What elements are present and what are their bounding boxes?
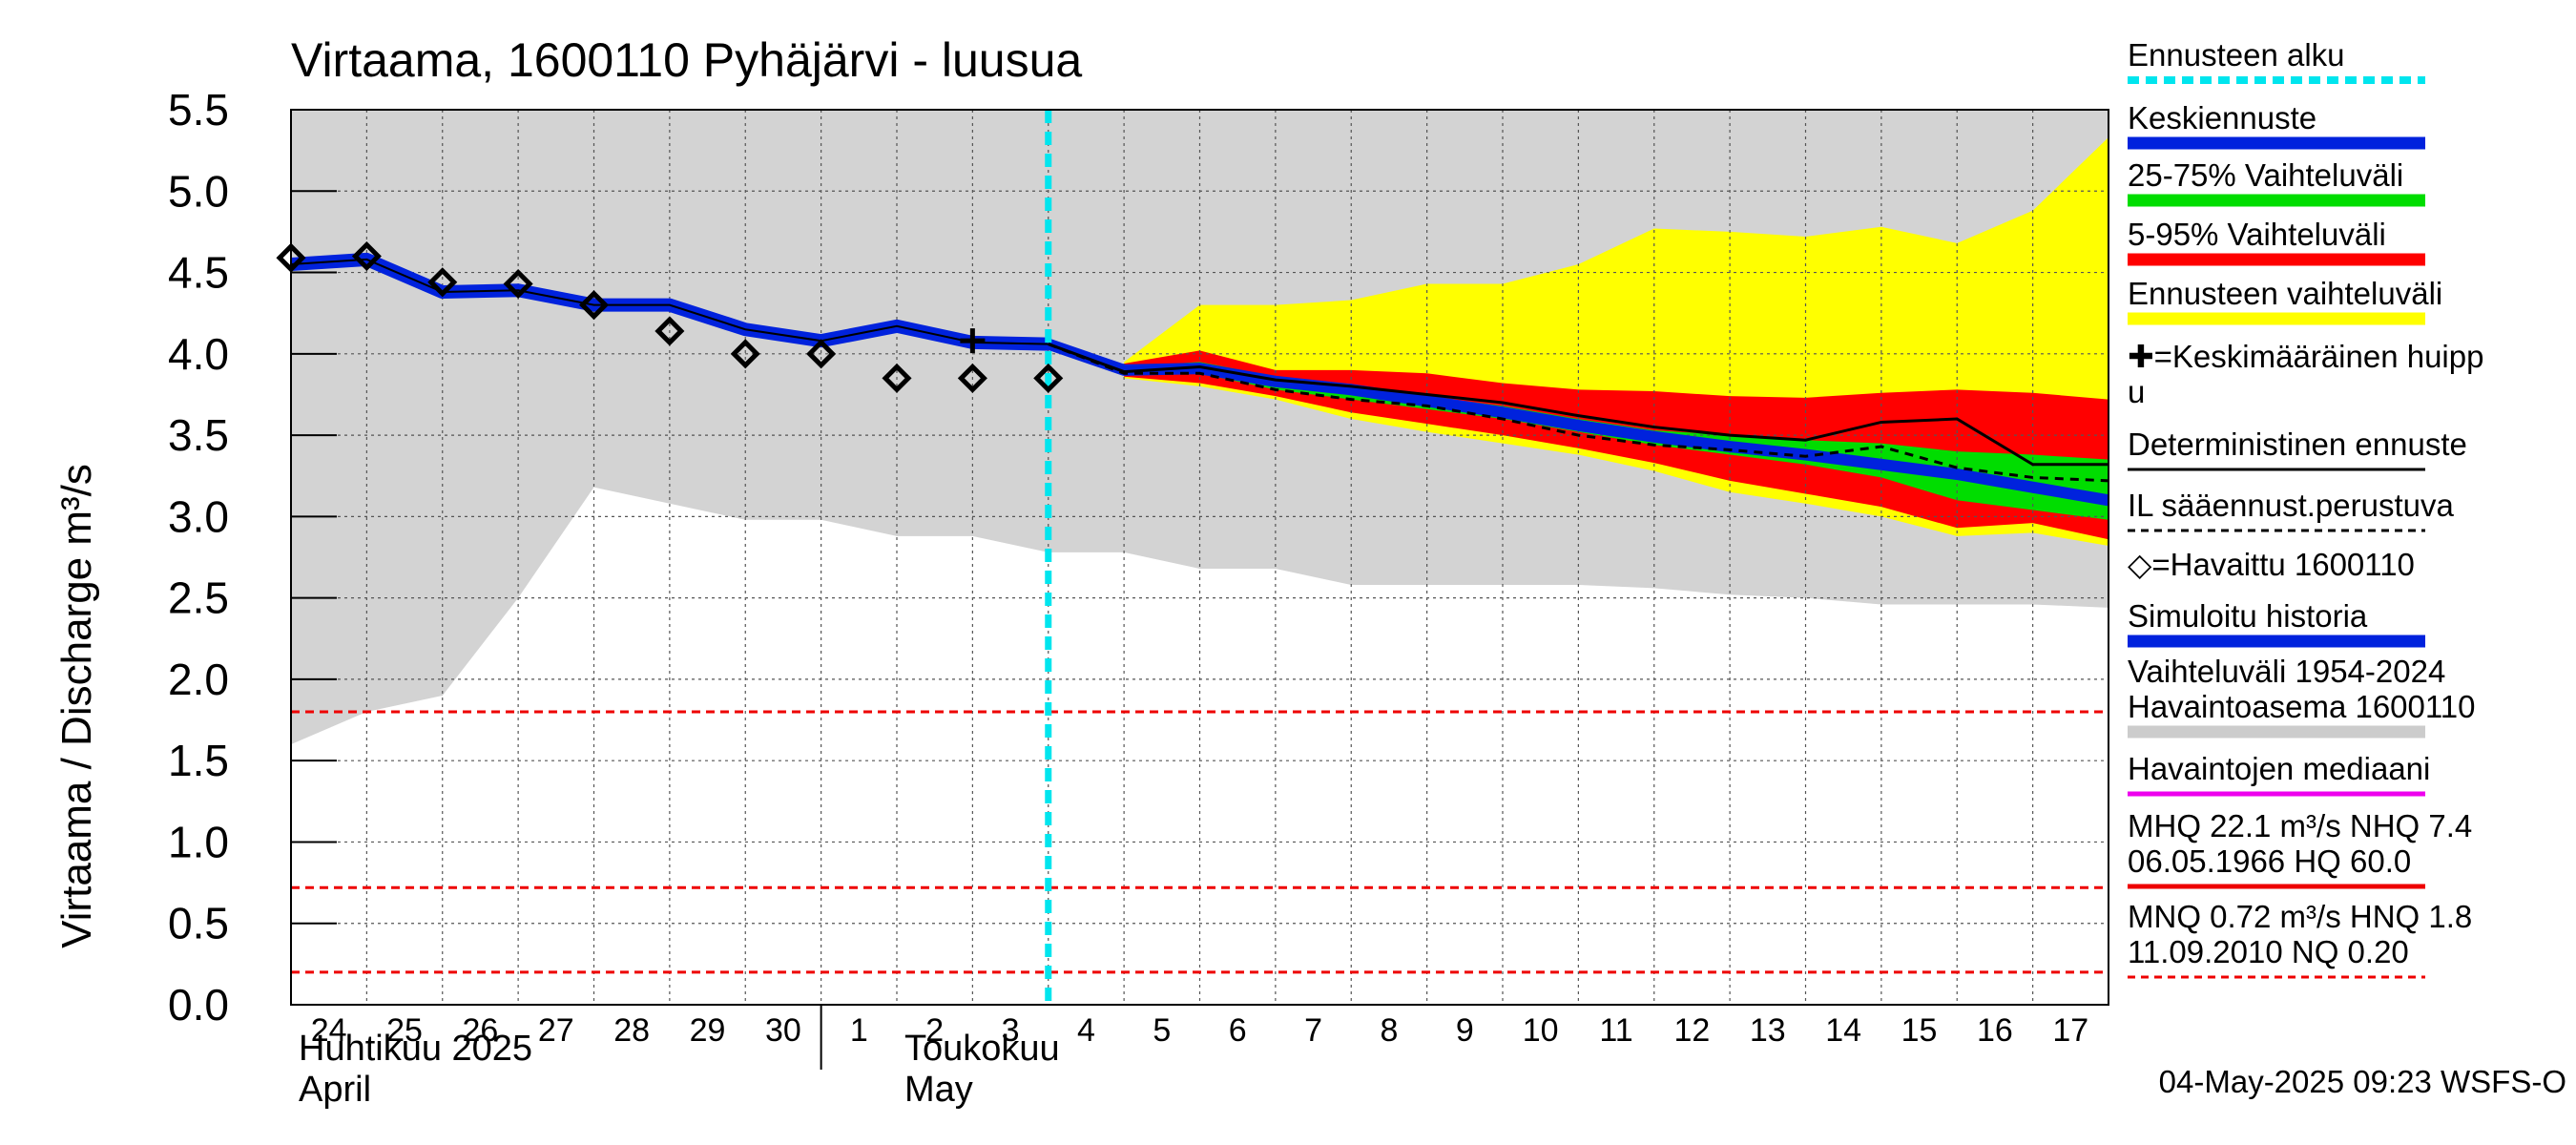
legend-label: Deterministinen ennuste <box>2128 427 2467 462</box>
observed-point <box>806 339 837 369</box>
x-tick-label: 15 <box>1901 1012 1938 1049</box>
y-tick-label: 4.0 <box>168 329 229 379</box>
x-tick-label: 10 <box>1523 1012 1559 1049</box>
y-tick-label: 4.5 <box>168 248 229 298</box>
x-tick-label: 29 <box>690 1012 726 1049</box>
legend-label: ✚=Keskimääräinen huipp <box>2128 339 2483 374</box>
y-tick-label: 0.5 <box>168 899 229 948</box>
observed-point <box>351 240 382 272</box>
y-axis-label: Virtaama / Discharge m³/s <box>53 464 100 948</box>
band-25-75 <box>1124 362 2109 520</box>
y-tick-label: 5.5 <box>168 85 229 135</box>
observed-point <box>1033 363 1064 393</box>
x-tick-label: 25 <box>386 1012 423 1049</box>
x-tick-label: 7 <box>1304 1012 1322 1049</box>
y-tick-label: 2.0 <box>168 655 229 704</box>
y-tick-label: 1.0 <box>168 817 229 866</box>
footer-timestamp: 04-May-2025 09:23 WSFS-O <box>2159 1064 2566 1099</box>
y-tick-label: 2.5 <box>168 573 229 623</box>
legend-label: Simuloitu historia <box>2128 598 2368 634</box>
legend-label: Ennusteen vaihteluväli <box>2128 276 2442 311</box>
legend-label: MHQ 22.1 m³/s NHQ 7.4 <box>2128 808 2472 843</box>
x-tick-label: 24 <box>311 1012 347 1049</box>
month-label: April <box>299 1070 371 1110</box>
x-tick-label: 12 <box>1674 1012 1711 1049</box>
x-tick-label: 5 <box>1153 1012 1171 1049</box>
x-tick-label: 17 <box>2052 1012 2088 1049</box>
legend-label: ◇=Havaittu 1600110 <box>2128 547 2415 582</box>
simulated-history-thin-line <box>290 258 1049 345</box>
legend-label: Ennusteen alku <box>2128 37 2345 73</box>
x-tick-label: 8 <box>1380 1012 1398 1049</box>
x-tick-label: 28 <box>613 1012 650 1049</box>
legend-label: Keskiennuste <box>2128 100 2316 135</box>
y-tick-label: 1.5 <box>168 736 229 785</box>
x-tick-label: 11 <box>1599 1012 1632 1049</box>
x-tick-label: 27 <box>538 1012 574 1049</box>
observed-point <box>730 339 760 369</box>
legend-label: 5-95% Vaihteluväli <box>2128 217 2386 252</box>
chart-title: Virtaama, 1600110 Pyhäjärvi - luusua <box>291 33 1082 87</box>
observed-point <box>654 316 685 346</box>
observed-point <box>957 363 987 393</box>
observed-point <box>427 267 458 298</box>
legend-label: 11.09.2010 NQ 0.20 <box>2128 934 2409 969</box>
legend-label: Vaihteluväli 1954-2024 <box>2128 654 2445 689</box>
y-tick-label: 3.0 <box>168 491 229 541</box>
x-tick-label: 30 <box>765 1012 801 1049</box>
month-label: Huhtikuu 2025 <box>299 1029 532 1069</box>
x-tick-label: 1 <box>850 1012 868 1049</box>
plot-frame <box>290 109 2109 1006</box>
legend-label: Havaintoasema 1600110 <box>2128 689 2475 724</box>
il-weather-forecast-line <box>1048 343 2109 483</box>
y-tick-label: 0.0 <box>168 980 229 1030</box>
x-tick-label: 16 <box>1977 1012 2013 1049</box>
month-label: Toukokuu <box>904 1029 1060 1069</box>
month-label: May <box>904 1070 973 1110</box>
observed-point <box>578 290 610 321</box>
legend: Ennusteen alku Keskiennuste 25-75% Vaihtel… <box>2128 37 2483 979</box>
y-tick-label: 5.0 <box>168 166 229 216</box>
legend-label: MNQ 0.72 m³/s HNQ 1.8 <box>2128 899 2472 934</box>
legend-label: 06.05.1966 HQ 60.0 <box>2128 843 2411 879</box>
mean-peak-marker <box>960 328 986 354</box>
y-tick-label: 3.5 <box>168 410 229 460</box>
deterministic-forecast-line <box>1048 343 2109 467</box>
observed-point <box>882 363 912 393</box>
x-tick-label: 13 <box>1750 1012 1786 1049</box>
mean-forecast-line <box>1046 338 2110 507</box>
legend-label: IL sääennust.perustuva <box>2128 488 2454 523</box>
legend-label: Havaintojen mediaani <box>2128 751 2430 786</box>
x-tick-label: 2 <box>925 1012 944 1049</box>
x-tick-label: 4 <box>1077 1012 1095 1049</box>
x-tick-label: 26 <box>463 1012 499 1049</box>
legend-label: u <box>2128 374 2145 409</box>
x-tick-label: 6 <box>1229 1012 1247 1049</box>
x-tick-label: 14 <box>1825 1012 1861 1049</box>
x-tick-label: 3 <box>1002 1012 1020 1049</box>
observed-point <box>503 268 533 300</box>
legend-label: 25-75% Vaihteluväli <box>2128 157 2403 193</box>
x-tick-label: 9 <box>1456 1012 1474 1049</box>
